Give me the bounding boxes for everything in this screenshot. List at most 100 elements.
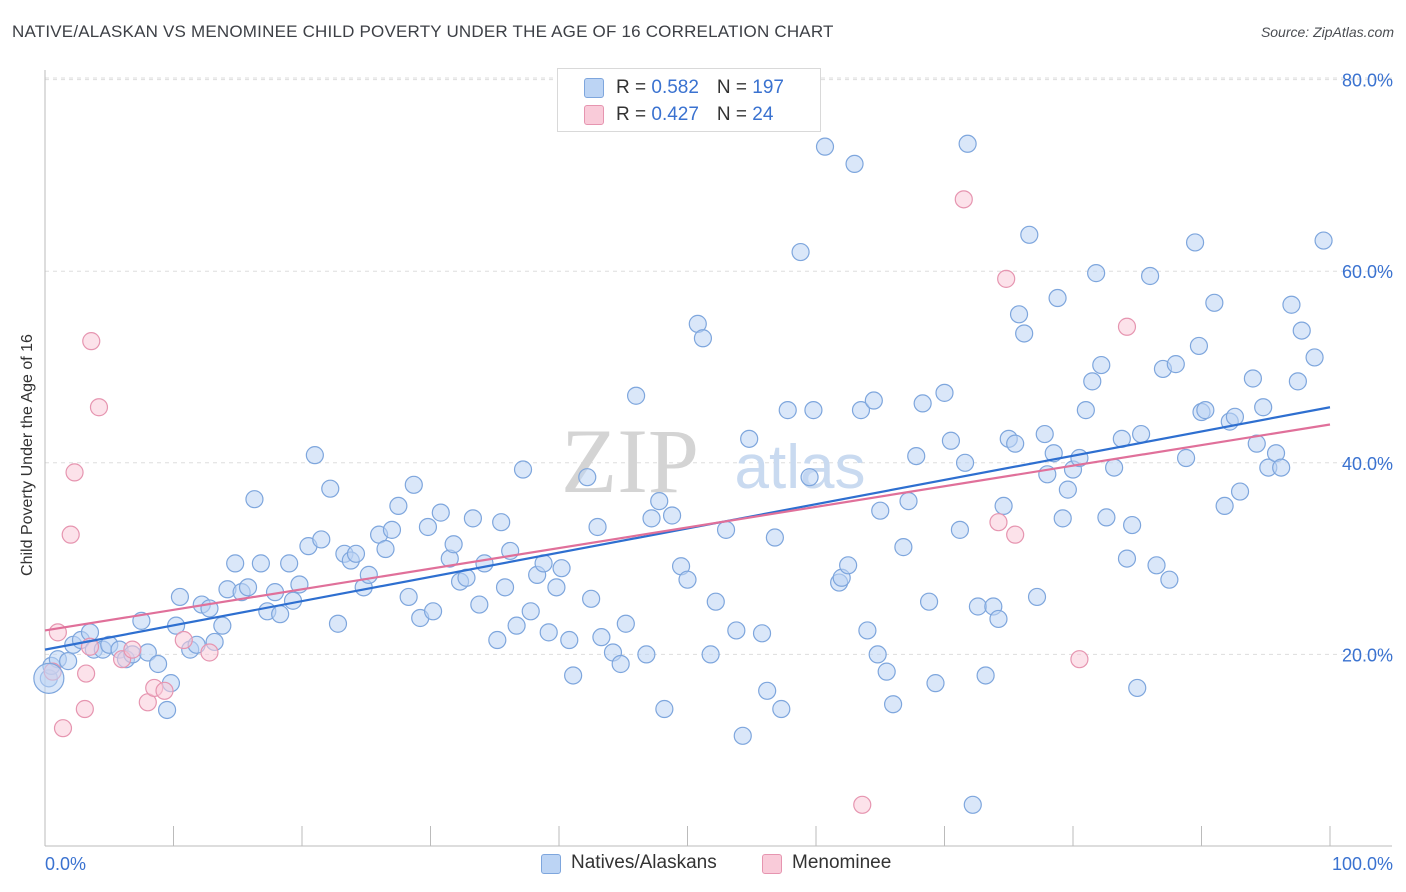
native-point [1092,355,1111,375]
native-point [706,592,725,611]
legend-swatch-blue [584,78,604,98]
native-point [1185,233,1205,252]
native-point [245,490,264,509]
native-point [989,609,1008,629]
native-point [1035,424,1054,444]
native-point [839,556,858,575]
menominee-point [1006,525,1025,544]
native-point [213,616,232,635]
native-point [1314,231,1333,250]
native-point [564,666,583,685]
native-point [1147,556,1166,575]
native-point [765,528,784,547]
watermark-zip: ZIP [561,410,699,512]
native-point [226,554,245,573]
r-value-natives: 0.582 [651,77,699,98]
legend-swatch-natives [541,854,561,874]
native-point [913,394,932,413]
native-point [864,391,883,410]
native-point [1027,587,1047,607]
native-point [321,479,340,498]
native-point [637,645,656,664]
native-point [521,602,540,621]
r-value-menominee: 0.427 [651,104,699,125]
native-point [444,535,463,554]
menominee-point [155,681,174,700]
stats-legend: R = 0.582 N = 197 R = 0.427 N = 24 [557,68,821,132]
native-point [858,621,877,640]
data-points [33,134,1333,814]
native-point [894,538,913,557]
native-point [492,513,511,532]
native-point [552,559,571,578]
n-value-menominee: 24 [752,104,774,125]
y-tick-label: 20.0% [1342,645,1393,665]
menominee-point [1070,650,1089,669]
native-point [1282,295,1301,314]
native-point [800,468,819,487]
native-point [1058,480,1077,499]
native-point [1015,324,1034,343]
watermark: ZIP atlas [561,410,865,512]
native-point [1128,678,1147,698]
native-point [312,530,331,549]
native-point [616,614,635,633]
native-point [716,520,736,539]
native-point [404,475,423,494]
native-point [582,589,601,608]
native-point [1132,424,1151,444]
menominee-point [853,795,872,814]
native-point [1272,458,1291,477]
native-point [1215,496,1234,516]
native-point [346,544,366,563]
y-tick-label: 60.0% [1342,262,1393,282]
native-point [539,623,558,642]
native-point [578,468,597,487]
native-point [1305,348,1324,367]
menominee-point [77,664,96,683]
chart-title: NATIVE/ALASKAN VS MENOMINEE CHILD POVERT… [12,22,834,41]
native-point [238,578,258,597]
native-point [1292,321,1311,340]
native-point [877,662,896,681]
menominee-point [989,513,1008,532]
grid-lines [45,77,1392,655]
native-point [488,630,507,650]
native-point [919,592,939,611]
native-point [1205,293,1224,312]
native-point [950,520,970,539]
y-tick-label: 40.0% [1342,454,1393,474]
legend-swatch-menominee [762,854,782,874]
menominee-point [997,269,1016,288]
native-point [463,509,483,528]
native-point [513,460,533,479]
native-point [399,587,418,607]
trend-lines [44,406,1331,651]
native-point [907,446,926,466]
native-point [382,520,402,539]
native-point [955,453,975,472]
native-point [1230,482,1250,501]
menominee-point [954,190,973,209]
native-point [1105,458,1124,477]
menominee-point [82,332,101,351]
native-point [845,154,864,174]
native-point [758,681,777,700]
native-point [678,570,697,589]
native-point [963,795,982,814]
native-point [1160,570,1179,589]
native-point [772,699,791,719]
native-point [359,565,378,584]
native-point [611,654,630,674]
watermark-atlas: atlas [735,433,866,502]
source-label: Source: ZipAtlas.com [1260,24,1394,40]
native-point [740,429,759,448]
native-point [1087,264,1106,283]
native-point [941,431,961,450]
menominee-trend-line [44,423,1331,632]
native-point [1166,355,1185,374]
native-point [251,554,270,573]
native-point [170,587,190,607]
menominee-point [174,630,193,650]
menominee-point [65,463,84,482]
